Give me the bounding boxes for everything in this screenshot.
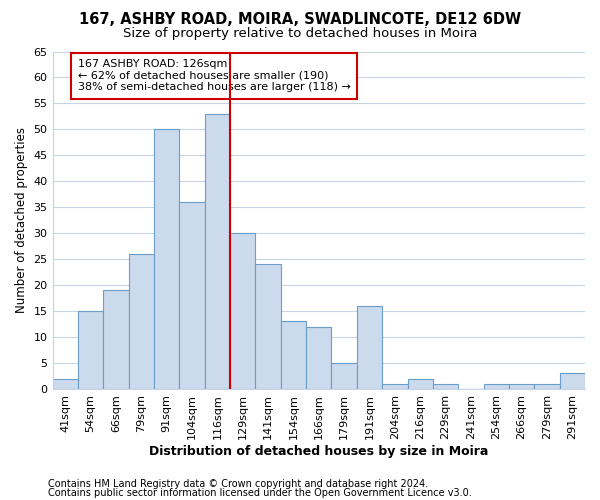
Bar: [205, 114, 230, 389]
Bar: [407, 378, 433, 389]
Bar: [484, 384, 509, 389]
Bar: [357, 306, 382, 389]
Text: 167 ASHBY ROAD: 126sqm
← 62% of detached houses are smaller (190)
38% of semi-de: 167 ASHBY ROAD: 126sqm ← 62% of detached…: [78, 60, 351, 92]
Bar: [331, 363, 357, 389]
Bar: [230, 233, 256, 389]
Bar: [433, 384, 458, 389]
Bar: [306, 326, 331, 389]
Bar: [509, 384, 534, 389]
Text: 167, ASHBY ROAD, MOIRA, SWADLINCOTE, DE12 6DW: 167, ASHBY ROAD, MOIRA, SWADLINCOTE, DE1…: [79, 12, 521, 28]
Bar: [534, 384, 560, 389]
Bar: [281, 322, 306, 389]
X-axis label: Distribution of detached houses by size in Moira: Distribution of detached houses by size …: [149, 444, 488, 458]
Text: Size of property relative to detached houses in Moira: Size of property relative to detached ho…: [123, 28, 477, 40]
Text: Contains public sector information licensed under the Open Government Licence v3: Contains public sector information licen…: [48, 488, 472, 498]
Bar: [560, 374, 585, 389]
Bar: [78, 311, 103, 389]
Bar: [53, 378, 78, 389]
Bar: [154, 130, 179, 389]
Bar: [103, 290, 128, 389]
Bar: [128, 254, 154, 389]
Bar: [256, 264, 281, 389]
Bar: [179, 202, 205, 389]
Bar: [382, 384, 407, 389]
Y-axis label: Number of detached properties: Number of detached properties: [15, 127, 28, 313]
Text: Contains HM Land Registry data © Crown copyright and database right 2024.: Contains HM Land Registry data © Crown c…: [48, 479, 428, 489]
